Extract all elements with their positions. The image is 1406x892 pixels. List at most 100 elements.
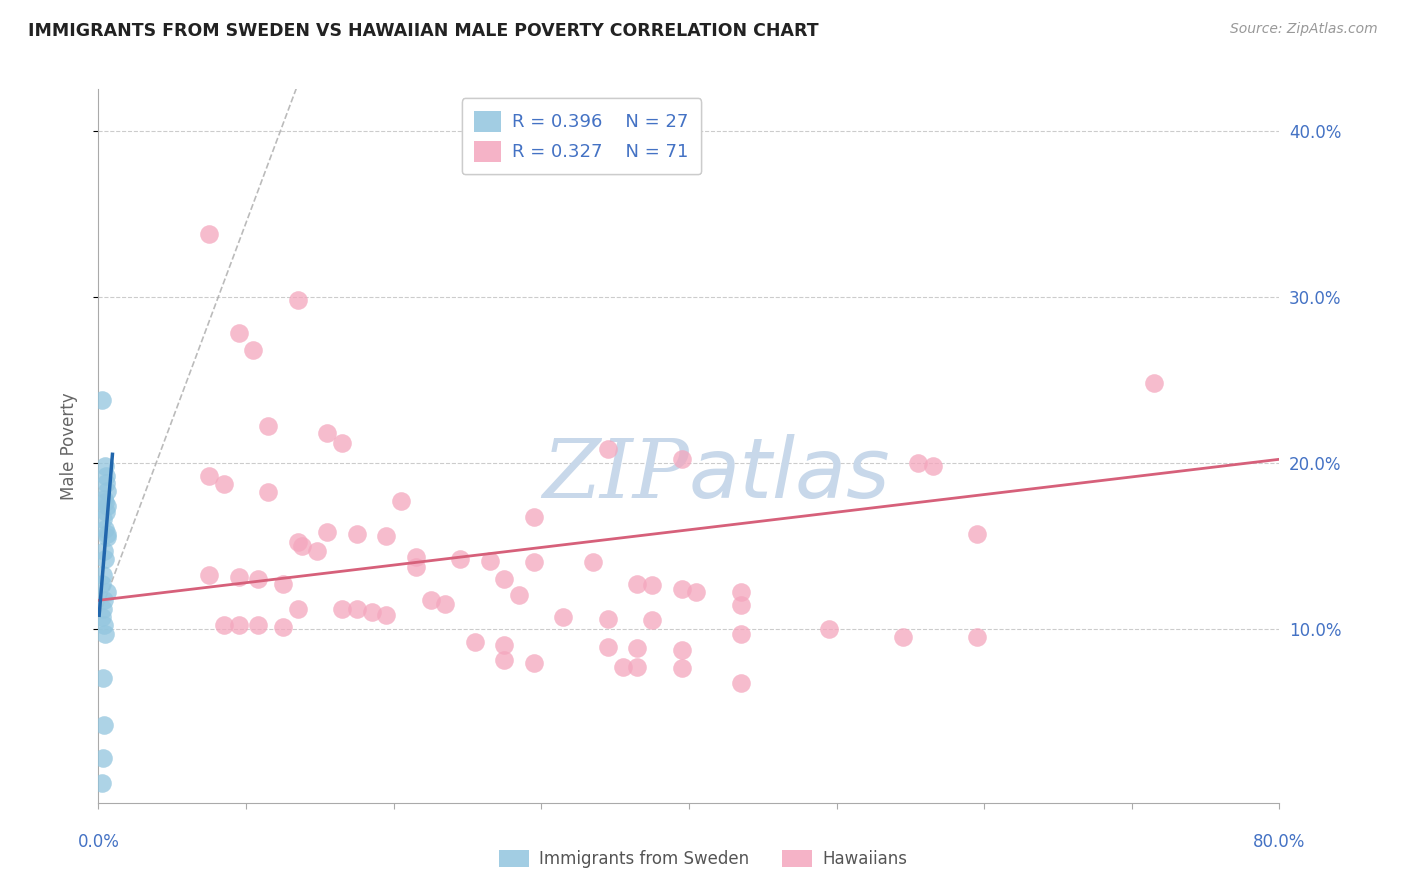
Point [316,525,339,540]
Point [271,620,294,634]
Point [523,555,546,569]
Point [212,618,235,632]
Point [94,468,117,483]
Point [553,610,575,624]
Point [91,751,114,765]
Point [626,641,648,656]
Point [523,510,546,524]
Point [389,493,412,508]
Point [330,435,353,450]
Point [375,608,398,623]
Point [907,456,929,470]
Point [93,618,115,632]
Point [94,626,117,640]
Point [246,572,269,586]
Point [375,528,398,542]
Point [91,601,114,615]
Point [96,499,118,513]
Point [93,593,115,607]
Point [91,568,114,582]
Point [228,618,250,632]
Legend: Immigrants from Sweden, Hawaiians: Immigrants from Sweden, Hawaiians [492,843,914,875]
Point [198,227,221,241]
Point [596,640,619,654]
Point [612,659,634,673]
Point [1143,376,1166,390]
Point [94,458,117,473]
Point [596,442,619,457]
Point [671,643,693,657]
Point [316,425,339,440]
Point [96,530,118,544]
Point [508,588,530,602]
Point [730,676,752,690]
Point [626,576,648,591]
Point [494,572,516,586]
Point [271,576,294,591]
Point [96,585,118,599]
Point [921,458,943,473]
Point [94,505,117,519]
Point [818,622,841,636]
Point [94,475,117,490]
Point [405,550,427,565]
Point [228,570,250,584]
Point [464,635,486,649]
Point [93,543,115,558]
Point [198,568,221,582]
Point [94,522,117,536]
Text: 80.0%: 80.0% [1253,832,1306,851]
Point [305,543,328,558]
Point [434,597,457,611]
Point [346,527,368,541]
Point [90,610,112,624]
Point [228,326,250,340]
Point [198,468,221,483]
Text: ZIP: ZIP [543,434,689,515]
Point [257,419,280,434]
Y-axis label: Male Poverty: Male Poverty [59,392,77,500]
Point [641,613,664,627]
Point [478,553,501,567]
Point [494,638,516,652]
Point [246,618,269,632]
Point [582,555,605,569]
Point [287,535,309,549]
Point [242,343,264,357]
Point [330,601,353,615]
Point [257,485,280,500]
Point [93,495,115,509]
Point [523,657,546,671]
Point [93,492,115,507]
Text: atlas: atlas [689,434,890,515]
Point [360,605,382,619]
Point [966,527,988,541]
Point [671,661,693,675]
Point [94,552,117,566]
Text: IMMIGRANTS FROM SWEDEN VS HAWAIIAN MALE POVERTY CORRELATION CHART: IMMIGRANTS FROM SWEDEN VS HAWAIIAN MALE … [28,22,818,40]
Point [671,452,693,467]
Point [449,552,471,566]
Point [291,539,314,553]
Point [346,601,368,615]
Point [596,611,619,625]
Point [90,776,112,790]
Point [730,626,752,640]
Point [90,392,112,407]
Text: 0.0%: 0.0% [77,832,120,851]
Point [891,630,914,644]
Point [419,593,441,607]
Point [91,671,114,685]
Point [96,483,118,498]
Legend: R = 0.396    N = 27, R = 0.327    N = 71: R = 0.396 N = 27, R = 0.327 N = 71 [461,98,702,174]
Point [96,527,118,541]
Text: Source: ZipAtlas.com: Source: ZipAtlas.com [1230,22,1378,37]
Point [685,585,707,599]
Point [91,512,114,526]
Point [671,582,693,596]
Point [966,630,988,644]
Point [730,599,752,613]
Point [93,718,115,732]
Point [641,578,664,592]
Point [730,585,752,599]
